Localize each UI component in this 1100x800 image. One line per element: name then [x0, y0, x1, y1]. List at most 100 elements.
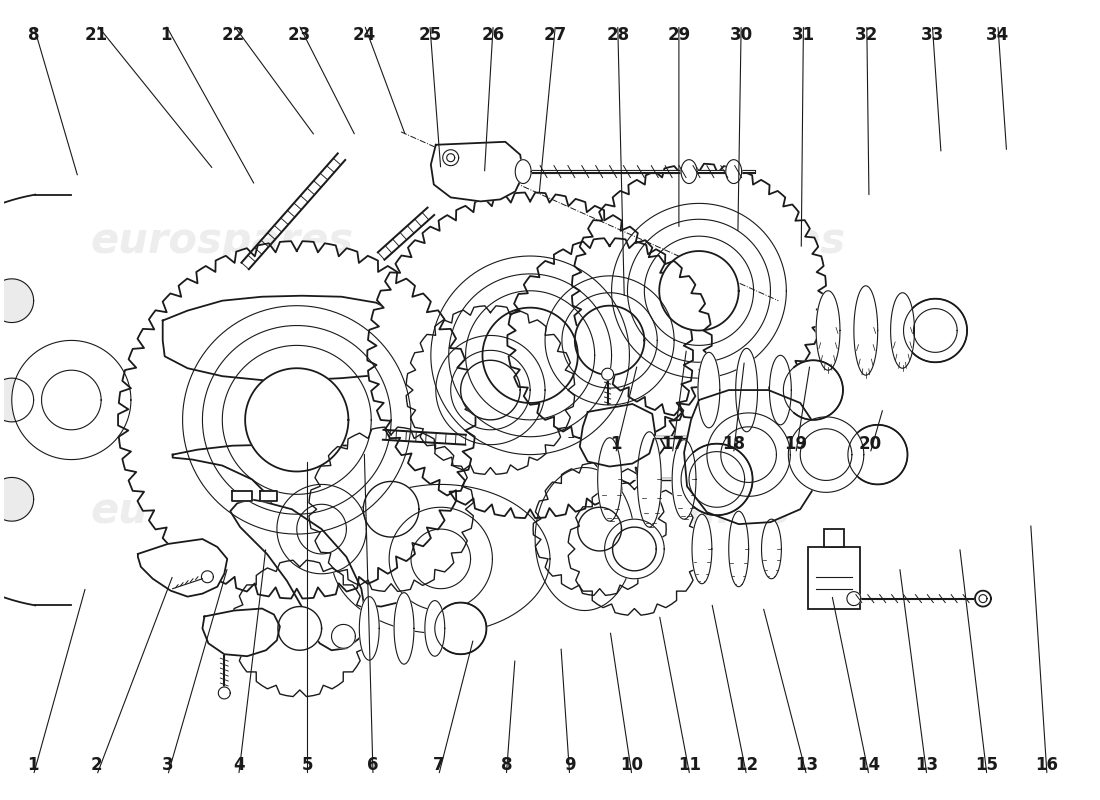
Text: 26: 26: [482, 26, 505, 43]
Polygon shape: [770, 355, 791, 425]
Polygon shape: [431, 142, 524, 202]
Text: 13: 13: [915, 757, 938, 774]
Polygon shape: [0, 478, 34, 521]
Polygon shape: [602, 368, 614, 380]
Text: 23: 23: [287, 26, 310, 43]
Polygon shape: [681, 160, 697, 183]
Text: 3: 3: [162, 757, 174, 774]
Polygon shape: [363, 482, 419, 537]
Polygon shape: [218, 687, 230, 699]
Text: 8: 8: [500, 757, 513, 774]
Bar: [808, 547, 860, 609]
Polygon shape: [891, 293, 914, 368]
Polygon shape: [443, 150, 459, 166]
Text: 27: 27: [543, 26, 568, 43]
Text: 2: 2: [91, 757, 102, 774]
Polygon shape: [605, 519, 664, 578]
Polygon shape: [535, 467, 635, 610]
Text: 24: 24: [353, 26, 376, 43]
Polygon shape: [789, 417, 864, 492]
Text: 30: 30: [729, 26, 752, 43]
Text: 9: 9: [564, 757, 575, 774]
Polygon shape: [232, 491, 252, 502]
Polygon shape: [367, 193, 693, 518]
Polygon shape: [707, 413, 790, 496]
Polygon shape: [854, 286, 878, 375]
Bar: [824, 529, 844, 547]
Text: 17: 17: [661, 434, 684, 453]
Text: 22: 22: [221, 26, 245, 43]
Text: 11: 11: [679, 757, 702, 774]
Polygon shape: [138, 539, 228, 597]
Polygon shape: [483, 308, 578, 403]
Polygon shape: [163, 296, 411, 380]
Polygon shape: [575, 306, 645, 375]
Polygon shape: [578, 507, 621, 551]
Polygon shape: [783, 360, 843, 420]
Polygon shape: [360, 597, 379, 660]
Polygon shape: [277, 485, 366, 574]
Polygon shape: [613, 527, 657, 571]
Polygon shape: [406, 306, 574, 474]
Text: 21: 21: [85, 26, 108, 43]
Polygon shape: [580, 404, 656, 466]
Polygon shape: [0, 378, 34, 422]
Text: 1: 1: [28, 757, 40, 774]
Polygon shape: [637, 432, 661, 527]
Text: 18: 18: [722, 434, 745, 453]
Polygon shape: [173, 445, 446, 606]
Text: 32: 32: [855, 26, 879, 43]
Polygon shape: [761, 519, 781, 578]
Text: 5: 5: [301, 757, 314, 774]
Polygon shape: [684, 390, 821, 524]
Polygon shape: [118, 241, 475, 598]
Text: 19: 19: [784, 434, 807, 453]
Polygon shape: [389, 507, 493, 610]
Polygon shape: [698, 352, 719, 428]
Polygon shape: [507, 238, 712, 442]
Text: 15: 15: [976, 757, 999, 774]
Text: 28: 28: [606, 26, 629, 43]
Polygon shape: [201, 571, 213, 582]
Text: 6: 6: [367, 757, 378, 774]
Polygon shape: [729, 511, 749, 586]
Text: 20: 20: [858, 434, 881, 453]
Polygon shape: [659, 251, 739, 330]
Text: 14: 14: [857, 757, 880, 774]
Polygon shape: [232, 560, 367, 697]
Text: eurospares: eurospares: [528, 490, 791, 532]
Polygon shape: [816, 290, 840, 370]
Polygon shape: [0, 194, 72, 606]
Text: 7: 7: [432, 757, 444, 774]
Polygon shape: [434, 602, 486, 654]
Text: 1: 1: [160, 26, 172, 43]
Polygon shape: [572, 164, 826, 418]
Polygon shape: [0, 279, 34, 322]
Polygon shape: [692, 514, 712, 584]
Polygon shape: [569, 482, 701, 615]
Text: 29: 29: [668, 26, 691, 43]
Polygon shape: [975, 590, 991, 606]
Text: 13: 13: [795, 757, 818, 774]
Polygon shape: [230, 499, 366, 650]
Polygon shape: [260, 491, 277, 502]
Polygon shape: [394, 593, 414, 664]
Polygon shape: [534, 463, 667, 595]
Polygon shape: [202, 609, 279, 656]
Polygon shape: [672, 440, 696, 519]
Polygon shape: [597, 438, 622, 521]
Text: eurospares: eurospares: [90, 490, 354, 532]
Polygon shape: [245, 368, 349, 471]
Polygon shape: [903, 298, 967, 362]
Text: 16: 16: [1035, 757, 1058, 774]
Polygon shape: [331, 485, 550, 634]
Polygon shape: [425, 601, 444, 656]
Polygon shape: [12, 341, 131, 459]
Polygon shape: [278, 606, 321, 650]
Text: 33: 33: [921, 26, 944, 43]
Polygon shape: [461, 360, 520, 420]
Text: eurospares: eurospares: [582, 220, 846, 262]
Text: eurospares: eurospares: [90, 220, 354, 262]
Polygon shape: [848, 425, 908, 485]
Text: 4: 4: [233, 757, 244, 774]
